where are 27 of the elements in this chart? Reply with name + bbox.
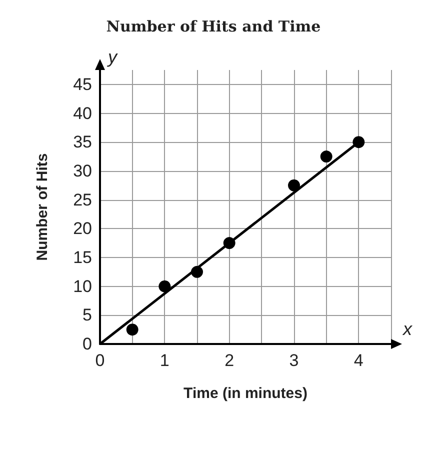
y-tick-label: 35 [73,132,92,152]
y-tick-label: 40 [73,104,92,123]
x-axis-title: Time (in minutes) [184,385,308,402]
y-tick-label: 20 [73,219,92,238]
point [320,150,332,163]
point [352,136,365,148]
point [288,179,300,192]
point [223,237,236,250]
y-tick-label: 5 [82,306,92,325]
y-axis-title: Number of Hits [34,153,51,261]
x-tick-label: 0 [95,351,105,370]
y-tick-label: 10 [73,276,92,296]
y-tick-label: 0 [82,334,92,354]
y-tick-label: 45 [73,74,92,94]
x-tick-label: 1 [160,351,170,370]
point [158,280,171,292]
point [191,266,203,278]
x-tick-label: 3 [289,351,299,370]
x-tick-label: 2 [224,351,234,370]
text: x [402,319,413,339]
point [126,324,138,336]
text: y [106,47,118,67]
y-tick-label: 25 [73,190,92,210]
y-tick-label: 15 [73,248,92,267]
chart-title: Number of Hits and Time [106,18,321,36]
x-tick-label: 4 [354,351,364,370]
y-tick-label: 30 [73,161,92,180]
